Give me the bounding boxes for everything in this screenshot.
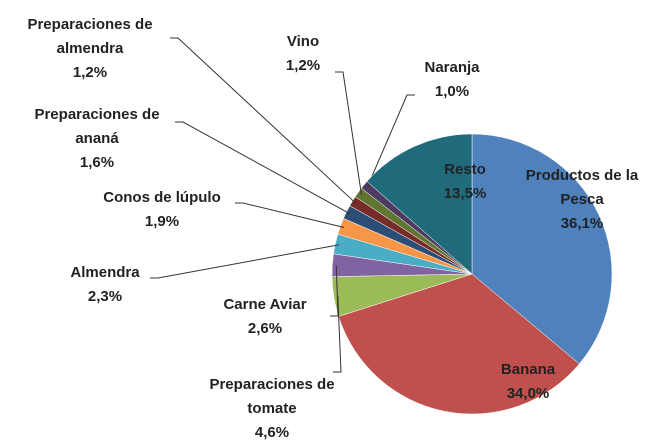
leader-line (366, 94, 415, 188)
value-label: 1,2% (285, 57, 321, 74)
slice-label: Banana 34,0% (478, 358, 578, 406)
slice-label: Resto 13,5% (425, 158, 505, 206)
pie-slice (338, 273, 580, 415)
slice-label: Preparaciones de tomate 4,6% (192, 373, 352, 444)
value-label: 1,2% (72, 64, 108, 81)
slice-label: Preparaciones de almendra 1,2% (10, 13, 170, 85)
category-label: Carne Aviar (223, 296, 307, 313)
leader-line (175, 121, 351, 215)
category-label: Productos de la Pesca (525, 167, 639, 208)
leader-line (150, 244, 340, 279)
value-label: 13,5% (443, 185, 487, 202)
slice-label: Almendra 2,3% (55, 261, 155, 309)
category-label: Preparaciones de almendra (27, 16, 153, 57)
category-label: Banana (500, 361, 556, 378)
leader-line (333, 296, 342, 373)
slice-label: Carne Aviar 2,6% (205, 293, 325, 341)
value-label: 1,0% (434, 83, 470, 100)
category-label: Almendra (70, 264, 140, 281)
value-label: 1,9% (144, 213, 180, 230)
slice-label: Preparaciones de ananá 1,6% (22, 103, 172, 175)
category-label: Naranja (424, 59, 480, 76)
slice-label: Productos de la Pesca 36,1% (512, 164, 652, 236)
leader-line (330, 265, 339, 317)
slice-label: Vino 1,2% (263, 30, 343, 78)
value-label: 34,0% (506, 385, 550, 402)
pie-slice (471, 133, 613, 365)
category-label: Conos de lúpulo (103, 189, 221, 206)
leader-line (170, 37, 357, 204)
leader-line (235, 202, 345, 229)
category-label: Resto (444, 161, 486, 178)
value-label: 4,6% (254, 424, 290, 441)
category-label: Preparaciones de ananá (34, 106, 160, 147)
value-label: 1,6% (79, 154, 115, 171)
value-label: 36,1% (560, 215, 604, 232)
slice-label: Naranja 1,0% (402, 56, 502, 104)
category-label: Vino (286, 33, 320, 50)
category-label: Preparaciones de tomate (209, 376, 335, 417)
pie-slice (366, 133, 473, 275)
value-label: 2,6% (247, 320, 283, 337)
value-label: 2,3% (87, 288, 123, 305)
slice-label: Conos de lúpulo 1,9% (87, 186, 237, 234)
leader-line (335, 71, 362, 195)
